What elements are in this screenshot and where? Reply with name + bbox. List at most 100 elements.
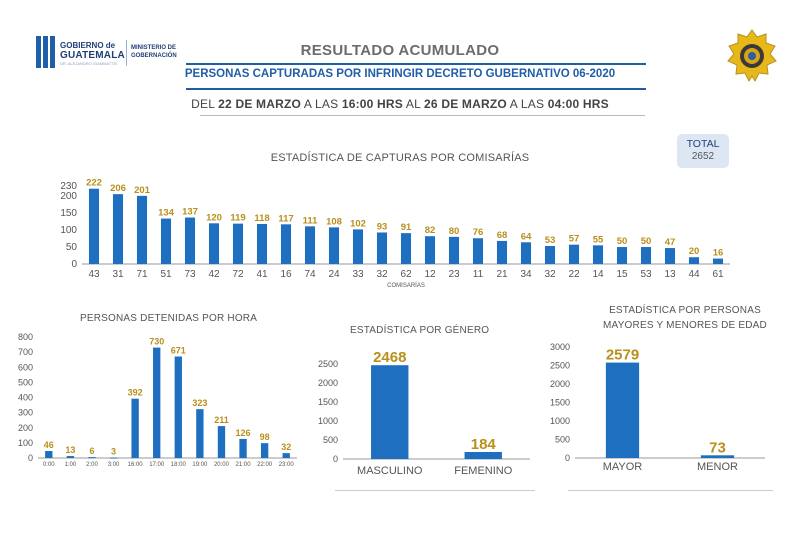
x-tick-label: 22:00 — [257, 462, 273, 468]
bar — [88, 457, 96, 459]
chart4-title-line1: ESTADÍSTICA POR PERSONAS — [609, 305, 761, 316]
data-label: 73 — [709, 439, 726, 456]
data-label: 46 — [44, 440, 54, 450]
y-tick-label: 1000 — [550, 416, 570, 426]
y-tick-label: 230 — [60, 181, 77, 192]
bar — [712, 258, 724, 264]
bar — [592, 245, 604, 264]
data-label: 206 — [110, 183, 126, 194]
bar — [568, 244, 580, 264]
bar — [282, 453, 290, 458]
bar — [304, 226, 316, 264]
x-tick-label: 31 — [112, 269, 124, 280]
x-tick-label: 32 — [376, 269, 388, 280]
x-tick-label: 44 — [688, 269, 700, 280]
y-tick-label: 2000 — [318, 378, 338, 388]
x-tick-label: 42 — [208, 269, 220, 280]
bar — [131, 398, 139, 458]
data-label: 13 — [65, 445, 75, 455]
x-tick-label: 51 — [160, 269, 172, 280]
data-label: 111 — [303, 215, 319, 226]
bar — [160, 218, 172, 264]
x-tick-label: 1:00 — [65, 462, 77, 468]
y-tick-label: 0 — [565, 453, 570, 463]
data-label: 68 — [497, 230, 508, 241]
y-tick-label: 200 — [60, 191, 77, 202]
y-tick-label: 600 — [18, 362, 33, 372]
data-label: 671 — [171, 346, 186, 356]
y-tick-label: 0 — [333, 454, 338, 464]
data-label: 57 — [569, 234, 580, 245]
y-tick-label: 150 — [60, 208, 77, 219]
x-tick-label: 3:00 — [108, 462, 120, 468]
date-prefix: DEL — [191, 97, 219, 111]
logo-line2: GUATEMALA — [60, 50, 125, 61]
title-divider — [186, 63, 646, 65]
bar — [664, 248, 676, 264]
date-range: DEL 22 DE MARZO A LAS 16:00 HRS AL 26 DE… — [0, 97, 800, 111]
x-tick-label: 2:00 — [86, 462, 98, 468]
y-tick-label: 50 — [66, 242, 78, 253]
bar — [616, 247, 628, 264]
bar — [184, 217, 196, 264]
x-tick-label: MAYOR — [603, 461, 643, 473]
data-label: 82 — [425, 225, 436, 236]
logo-ministry: MINISTERIO DE GOBERNACIÓN — [131, 45, 177, 59]
x-tick-label: 23:00 — [279, 462, 295, 468]
y-tick-label: 2000 — [550, 379, 570, 389]
data-label: 91 — [401, 222, 412, 233]
chart3-title: ESTADÍSTICA POR GÉNERO — [350, 325, 490, 336]
data-label: 3 — [111, 447, 116, 457]
bar — [688, 257, 700, 264]
y-tick-label: 400 — [18, 393, 33, 403]
age-divider — [568, 490, 773, 491]
data-label: 120 — [206, 212, 222, 223]
bar — [256, 223, 268, 264]
x-tick-label: 13 — [664, 269, 676, 280]
date-start: 22 DE MARZO — [218, 97, 302, 111]
data-label: 6 — [89, 446, 94, 456]
bar — [153, 347, 161, 458]
x-tick-label: MENOR — [697, 461, 738, 473]
bar — [174, 356, 182, 458]
y-tick-label: 3000 — [550, 342, 570, 352]
data-label: 137 — [182, 207, 198, 218]
bar — [640, 247, 652, 264]
x-tick-label: 17:00 — [149, 462, 165, 468]
y-tick-label: 1500 — [550, 398, 570, 408]
x-tick-label: MASCULINO — [357, 465, 423, 477]
total-label: TOTAL — [686, 138, 720, 150]
police-badge-icon — [727, 29, 777, 83]
bar — [66, 456, 75, 458]
time-end: 04:00 HRS — [547, 97, 609, 111]
x-tick-label: 73 — [184, 269, 196, 280]
y-tick-label: 2500 — [550, 361, 570, 371]
bar — [424, 236, 436, 264]
data-label: 32 — [281, 442, 291, 452]
x-tick-label: 21:00 — [236, 462, 252, 468]
x-tick-label: 12 — [424, 269, 436, 280]
bar — [448, 236, 460, 264]
bar — [400, 233, 412, 264]
gender-bar-chart: 0 500 1000 1500 2000 2500 2468 MASCULINO 184 FEME… — [318, 349, 530, 477]
x-tick-label: 24 — [328, 269, 340, 280]
data-label: 392 — [128, 388, 143, 398]
y-tick-label: 2500 — [318, 359, 338, 369]
y-tick-label: 500 — [18, 377, 33, 387]
date-end: 26 DE MARZO — [424, 97, 507, 111]
x-tick-label: 34 — [520, 269, 532, 280]
y-tick-label: 700 — [18, 347, 33, 357]
x-tick-label: 16:00 — [128, 462, 144, 468]
x-tick-label: 21 — [496, 269, 508, 280]
total-value: 2652 — [691, 151, 715, 162]
data-label: 117 — [278, 213, 293, 224]
y-tick-label: 300 — [18, 408, 33, 418]
x-tick-label: 19:00 — [192, 462, 208, 468]
x-tick-label: 14 — [592, 269, 604, 280]
data-label: 102 — [350, 218, 366, 229]
y-tick-label: 1000 — [318, 416, 338, 426]
bar — [232, 223, 244, 264]
data-label: 2468 — [373, 349, 406, 366]
x-tick-label: 62 — [400, 269, 412, 280]
